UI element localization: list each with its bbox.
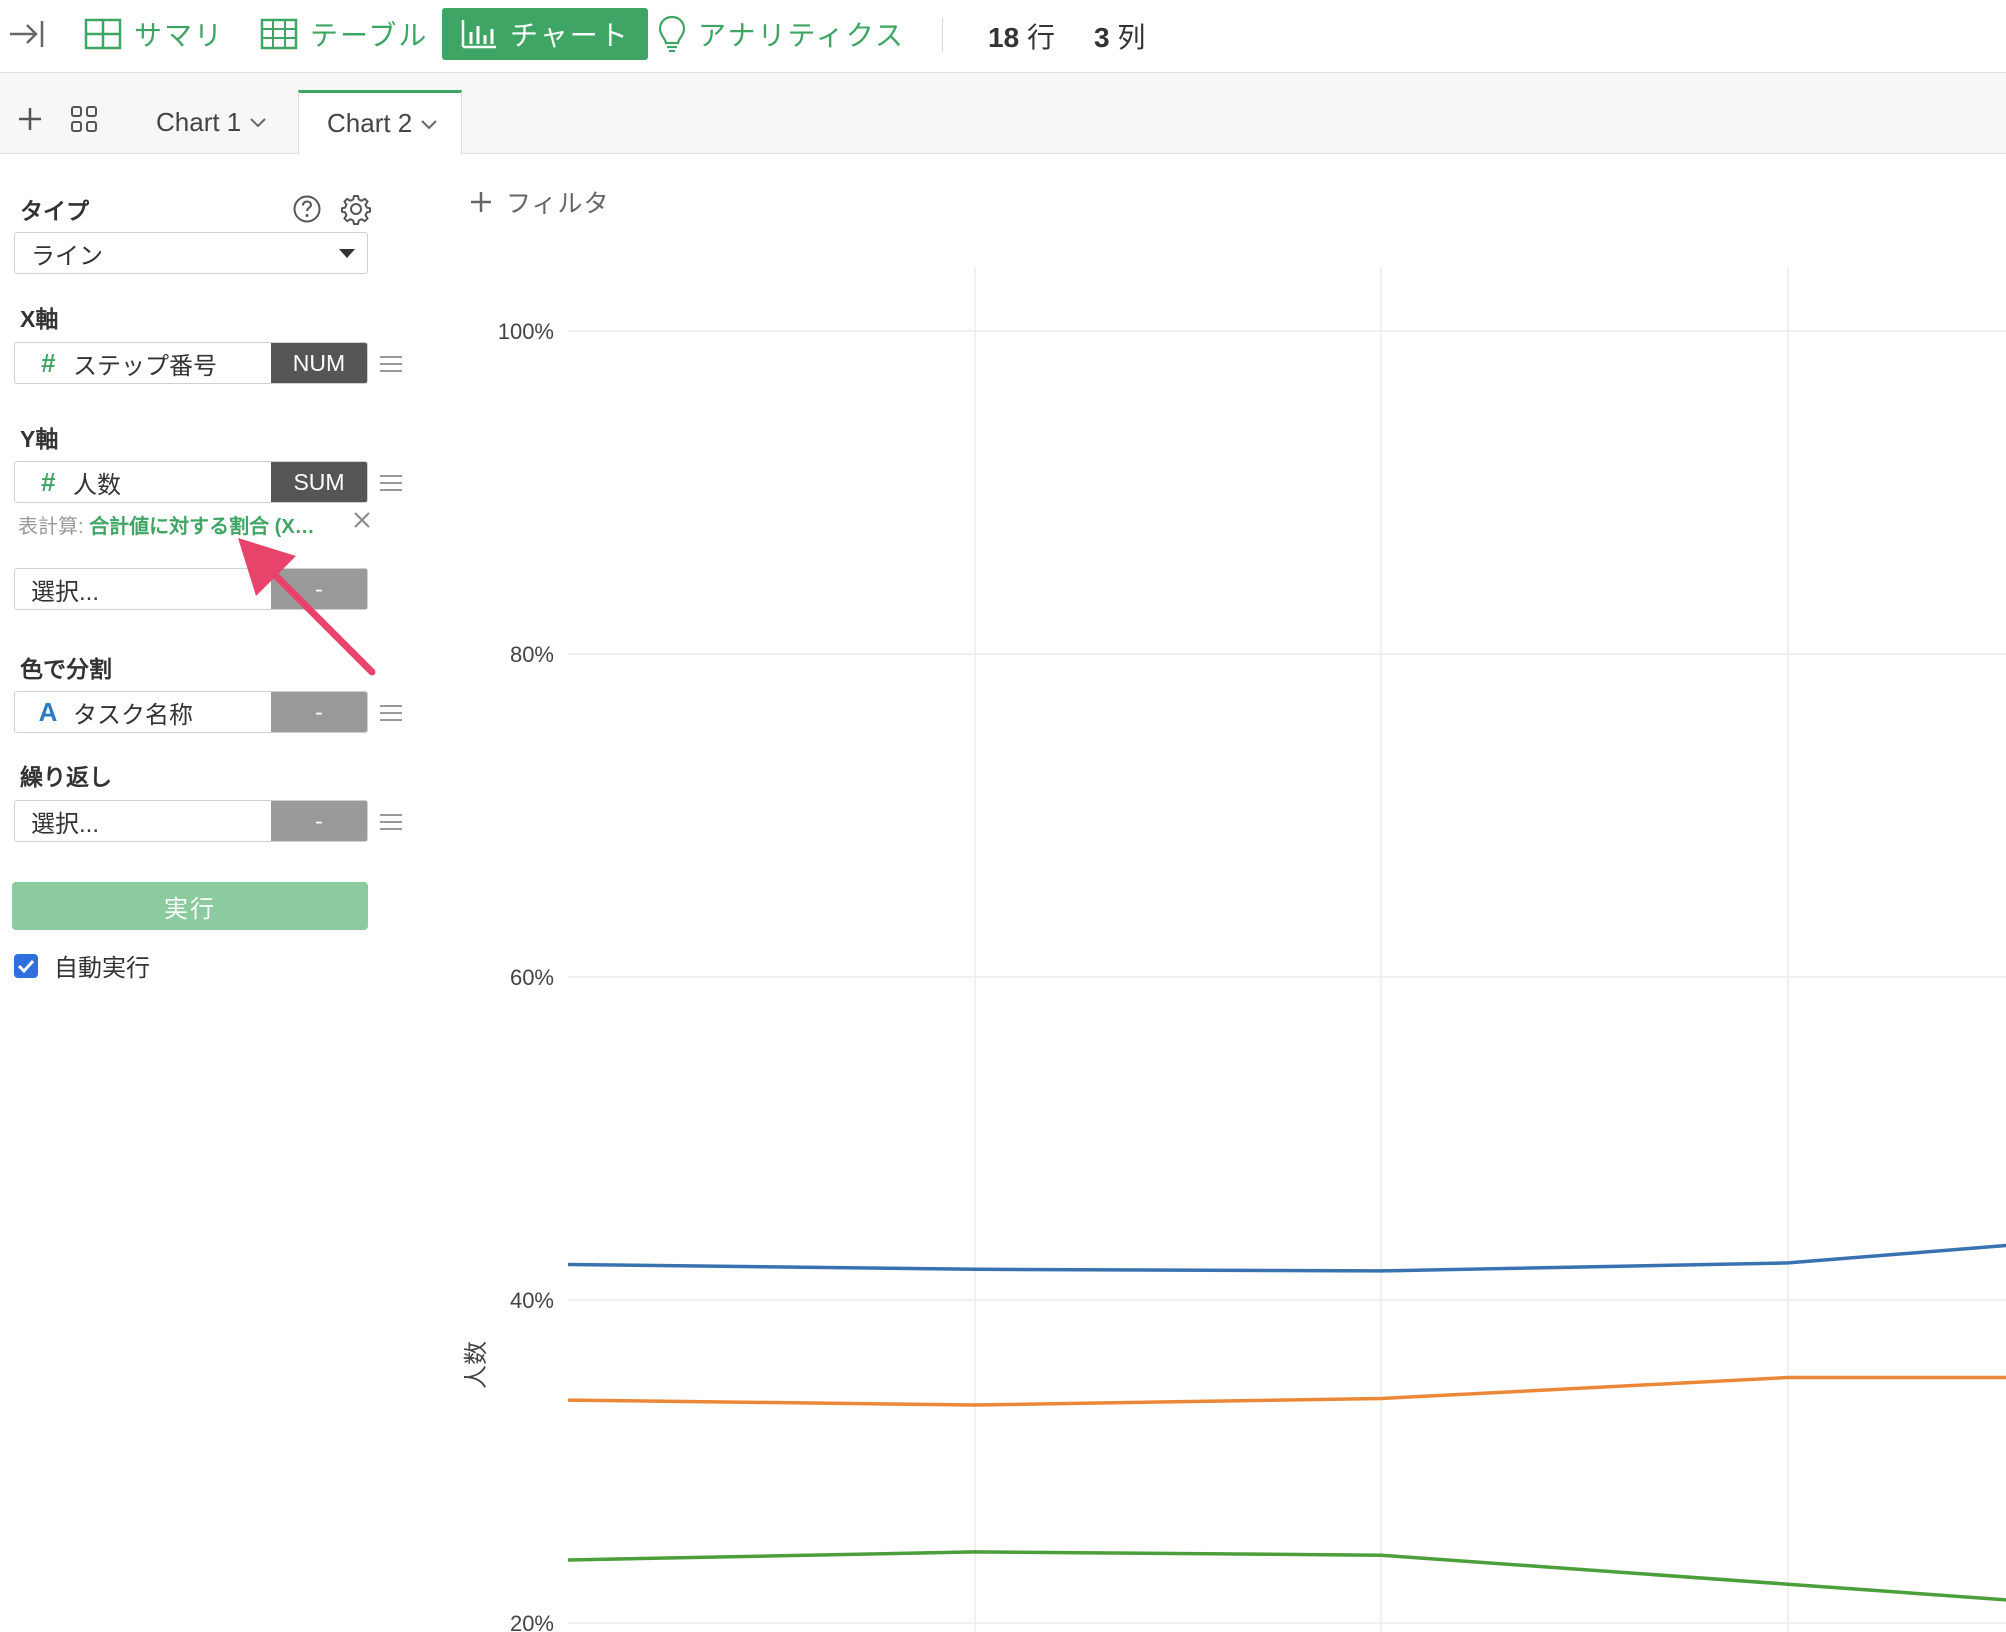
- add-filter-button[interactable]: フィルタ: [470, 184, 610, 220]
- auto-run-toggle[interactable]: 自動実行: [14, 948, 150, 983]
- chart-series: [567, 1231, 2006, 1613]
- tab-chart-2[interactable]: Chart 2: [298, 90, 462, 154]
- table-calculation[interactable]: 表計算: 合計値に対する割合 (X…: [18, 510, 315, 539]
- help-icon[interactable]: [292, 194, 322, 224]
- chart-tab-bar: Chart 1 Chart 2: [0, 73, 2006, 154]
- hamburger-menu-icon[interactable]: [380, 355, 402, 373]
- repeat-aggregation-button[interactable]: -: [271, 801, 367, 841]
- caret-down-icon: [339, 249, 355, 258]
- table-calc-value[interactable]: 合計値に対する割合 (X…: [89, 516, 315, 538]
- chart-grid-view-icon[interactable]: [70, 105, 98, 133]
- y-axis-field-name-area[interactable]: # 人数: [15, 462, 273, 502]
- y-axis-second-field[interactable]: 選択... -: [14, 568, 368, 610]
- summary-grid-icon: [84, 18, 122, 50]
- row-count-unit: 行: [1026, 22, 1055, 53]
- y-tick-label: 20%: [510, 1611, 554, 1632]
- nav-chart[interactable]: チャート: [442, 8, 648, 60]
- x-axis-field[interactable]: # ステップ番号 NUM: [14, 342, 368, 384]
- auto-run-label: 自動実行: [54, 955, 150, 982]
- repeat-placeholder: 選択...: [31, 810, 100, 838]
- y-tick-label: 100%: [498, 319, 554, 344]
- row-count: 18 行: [988, 16, 1055, 56]
- chart-type-select[interactable]: ライン: [14, 232, 368, 274]
- y-axis-second-select[interactable]: 選択...: [15, 569, 273, 609]
- tab-chart-1[interactable]: Chart 1: [156, 91, 267, 153]
- y-tick-label: 40%: [510, 1288, 554, 1313]
- x-axis-aggregation-button[interactable]: NUM: [271, 343, 367, 383]
- lightbulb-icon: [658, 15, 686, 53]
- bar-chart-icon: [461, 20, 496, 49]
- color-split-field-name-area[interactable]: A タスク名称: [15, 692, 273, 732]
- series-line-3[interactable]: [567, 1550, 2006, 1613]
- type-label: タイプ: [20, 198, 89, 224]
- tab-chart-2-label: Chart 2: [327, 108, 413, 138]
- close-icon[interactable]: [352, 506, 372, 530]
- nav-summary-label: サマリ: [134, 20, 225, 51]
- repeat-select[interactable]: 選択...: [15, 801, 273, 841]
- column-count: 3 列: [1094, 16, 1145, 56]
- y-axis-ticks: 100% 80% 60% 40% 20%: [498, 319, 554, 1632]
- series-line-1[interactable]: [567, 1231, 2006, 1273]
- collapse-sidebar-icon[interactable]: [6, 16, 46, 52]
- hamburger-menu-icon[interactable]: [380, 704, 402, 722]
- toolbar-divider: [942, 18, 943, 52]
- x-axis-label: X軸: [20, 306, 59, 332]
- y-axis-label: Y軸: [20, 426, 59, 452]
- repeat-field[interactable]: 選択... -: [14, 800, 368, 842]
- repeat-label: 繰り返し: [20, 764, 112, 790]
- auto-run-checkbox[interactable]: [14, 953, 38, 978]
- nav-summary[interactable]: サマリ: [84, 8, 224, 60]
- run-button[interactable]: 実行: [12, 882, 368, 930]
- nav-table-label: テーブル: [310, 20, 429, 51]
- string-type-icon: A: [38, 696, 58, 727]
- chart-config-panel: タイプ ライン X軸 # ステップ番号 NUM Y軸 # 人数 SUM: [0, 154, 420, 1632]
- x-axis-field-name-area[interactable]: # ステップ番号: [15, 343, 273, 383]
- add-chart-icon[interactable]: [14, 103, 46, 135]
- row-count-value: 18: [988, 22, 1020, 53]
- color-split-field-name: タスク名称: [73, 701, 193, 729]
- numeric-type-icon: #: [40, 466, 56, 497]
- tab-chart-1-label: Chart 1: [156, 106, 242, 137]
- checkmark-icon: [17, 959, 35, 973]
- y-axis-second-placeholder: 選択...: [31, 578, 100, 606]
- chart-grid: [568, 267, 2006, 1632]
- plus-icon: [471, 192, 491, 212]
- y-axis-field-name: 人数: [73, 471, 121, 499]
- y-tick-label: 60%: [510, 965, 554, 990]
- chevron-down-icon: [250, 118, 266, 128]
- table-icon: [260, 18, 298, 50]
- annotation-arrow-icon: [238, 538, 376, 676]
- color-split-field[interactable]: A タスク名称 -: [14, 691, 368, 733]
- column-count-value: 3: [1094, 22, 1110, 53]
- nav-table[interactable]: テーブル: [260, 8, 428, 60]
- nav-analytics[interactable]: アナリティクス: [658, 8, 905, 60]
- chart-type-value: ライン: [31, 242, 103, 270]
- line-chart: 100% 80% 60% 40% 20% 人数: [463, 267, 2006, 1632]
- series-line-2[interactable]: [567, 1375, 2006, 1407]
- chevron-down-icon: [421, 119, 437, 129]
- table-calc-label: 表計算:: [18, 516, 84, 538]
- numeric-type-icon: #: [40, 347, 56, 378]
- color-split-aggregation-button[interactable]: -: [271, 692, 367, 732]
- color-split-label: 色で分割: [20, 656, 112, 682]
- add-filter-label: フィルタ: [506, 190, 610, 218]
- x-axis-field-name: ステップ番号: [73, 352, 217, 380]
- column-count-unit: 列: [1117, 22, 1146, 53]
- y-axis-field[interactable]: # 人数 SUM: [14, 461, 368, 503]
- gear-icon[interactable]: [340, 193, 372, 225]
- hamburger-menu-icon[interactable]: [380, 474, 402, 492]
- nav-analytics-label: アナリティクス: [698, 20, 905, 51]
- nav-chart-label: チャート: [510, 20, 630, 51]
- y-tick-label: 80%: [510, 642, 554, 667]
- y-axis-title: 人数: [463, 1341, 490, 1389]
- top-toolbar: サマリ テーブル チャート アナリティクス 18: [0, 0, 2006, 73]
- y-axis-aggregation-button[interactable]: SUM: [271, 462, 367, 502]
- hamburger-menu-icon[interactable]: [380, 813, 402, 831]
